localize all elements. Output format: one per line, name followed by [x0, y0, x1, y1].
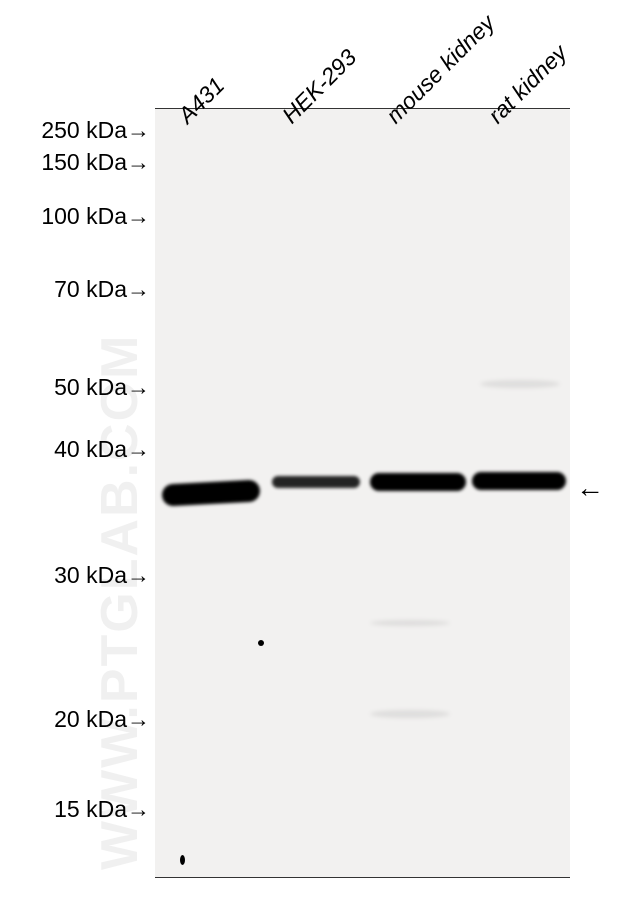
- mw-label: 250 kDa→: [41, 117, 150, 144]
- arrow-right-icon: →: [127, 117, 150, 144]
- wb-band: [370, 473, 466, 491]
- blot-speck: [258, 640, 264, 646]
- wb-faint-band: [370, 620, 450, 626]
- arrow-right-icon: →: [127, 203, 150, 230]
- arrow-right-icon: →: [127, 706, 150, 733]
- arrow-right-icon: →: [127, 276, 150, 303]
- wb-band: [472, 472, 566, 490]
- wb-faint-band: [370, 710, 450, 718]
- wb-band: [272, 476, 360, 488]
- blot-speck: [180, 855, 185, 865]
- mw-label: 50 kDa→: [54, 374, 150, 401]
- arrow-right-icon: →: [127, 374, 150, 401]
- arrow-right-icon: →: [127, 562, 150, 589]
- arrow-right-icon: →: [127, 796, 150, 823]
- wb-faint-band: [480, 380, 560, 388]
- mw-label: 40 kDa→: [54, 436, 150, 463]
- mw-label: 15 kDa→: [54, 796, 150, 823]
- target-band-arrow-icon: ←: [576, 472, 604, 504]
- mw-label: 100 kDa→: [41, 203, 150, 230]
- figure-container: WWW.PTGLAB.COM A431 HEK-293 mouse kidney…: [0, 0, 620, 903]
- arrow-right-icon: →: [127, 436, 150, 463]
- mw-label: 30 kDa→: [54, 562, 150, 589]
- mw-label: 20 kDa→: [54, 706, 150, 733]
- arrow-right-icon: →: [127, 149, 150, 176]
- mw-label: 150 kDa→: [41, 149, 150, 176]
- watermark-text: WWW.PTGLAB.COM: [90, 334, 150, 870]
- mw-label: 70 kDa→: [54, 276, 150, 303]
